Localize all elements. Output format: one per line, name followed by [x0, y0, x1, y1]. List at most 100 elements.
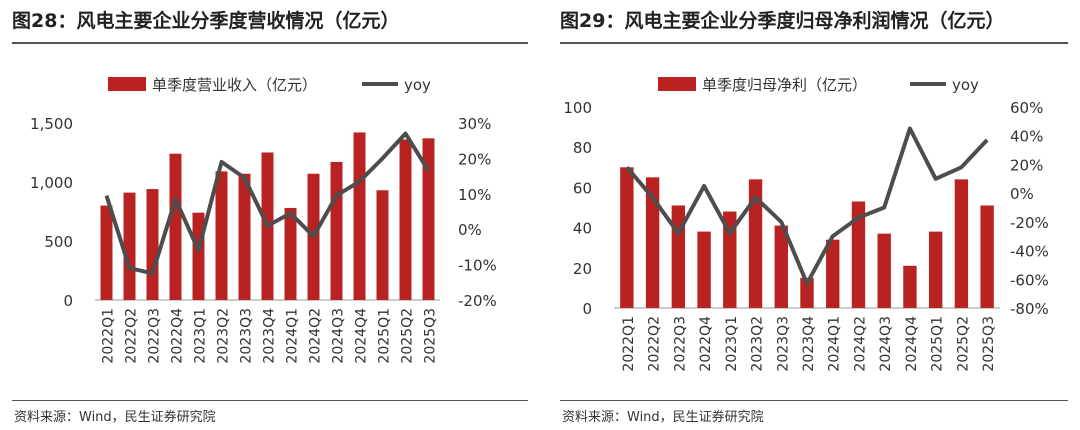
x-tick-label: 2024Q2 — [308, 308, 324, 364]
x-tick-label: 2022Q3 — [672, 316, 688, 372]
bar — [353, 132, 366, 300]
y2-tick-label: 60% — [1010, 99, 1043, 117]
title-divider — [12, 42, 528, 44]
x-tick-label: 2025Q2 — [955, 316, 971, 372]
y-tick-label: 80 — [573, 139, 592, 157]
revenue-chart: 单季度营业收入（亿元） yoy 0 500 1,000 1,500 -20% -10% 0% 10… — [30, 76, 497, 364]
bar — [903, 265, 917, 308]
legend-bar-label: 单季度营业收入（亿元） — [152, 76, 317, 94]
x-tick-label: 2023Q2 — [750, 316, 766, 372]
y-tick-label: 100 — [563, 99, 592, 117]
bar — [169, 153, 182, 300]
legend-bar-label: 单季度归母净利（亿元） — [702, 76, 867, 94]
bar — [774, 225, 788, 308]
source-note: 资料来源：Wind，民生证券研究院 — [562, 410, 764, 425]
net-profit-chart-panel: 图29：风电主要企业分季度归母净利润情况（亿元） 单季度归母净利（亿元） yoy 0… — [548, 0, 1080, 430]
x-tick-label: 2023Q3 — [775, 316, 791, 372]
x-tick-label: 2025Q3 — [981, 316, 997, 372]
x-tick-label: 2025Q1 — [930, 316, 946, 372]
y-tick-label: 1,500 — [30, 115, 73, 133]
y-tick-label: 1,000 — [30, 174, 73, 192]
x-tick-label: 2024Q1 — [285, 308, 301, 364]
x-tick-label: 2022Q2 — [647, 316, 663, 372]
revenue-chart-panel: 图28：风电主要企业分季度营收情况（亿元） 单季度营业收入（亿元） yoy 0 500… — [12, 10, 528, 425]
y2-tick-label: -40% — [1010, 243, 1049, 261]
bar — [422, 138, 435, 300]
bar — [284, 207, 297, 300]
bar — [877, 233, 891, 308]
x-tick-label: 2024Q1 — [827, 316, 843, 372]
x-tick-label: 2022Q4 — [698, 316, 714, 372]
x-tick-label: 2022Q1 — [101, 308, 117, 364]
source-divider — [12, 400, 528, 401]
y2-tick-label: 10% — [458, 186, 491, 204]
title-divider — [560, 42, 1068, 44]
bar — [399, 139, 412, 300]
bar — [620, 167, 634, 308]
x-tick-label: 2022Q3 — [147, 308, 163, 364]
bar — [928, 231, 943, 308]
y2-tick-label: 20% — [1010, 156, 1043, 174]
y2-tick-label: 30% — [458, 115, 491, 133]
bar — [192, 212, 205, 300]
y2-tick-label: 0% — [458, 221, 482, 239]
y-tick-label: 500 — [44, 233, 73, 251]
y2-tick-label: -20% — [1010, 214, 1049, 232]
x-tick-label: 2025Q1 — [377, 308, 393, 364]
legend-bar-swatch — [658, 77, 696, 91]
x-tick-label: 2022Q2 — [124, 308, 140, 364]
bar — [723, 211, 737, 308]
x-tick-label: 2024Q4 — [354, 308, 370, 364]
x-tick-label: 2024Q3 — [878, 316, 894, 372]
y-tick-label: 0 — [63, 292, 73, 310]
x-tick-label: 2022Q1 — [621, 316, 637, 372]
bar — [330, 161, 343, 300]
bar — [851, 201, 866, 308]
chart-title: 图28：风电主要企业分季度营收情况（亿元） — [12, 10, 400, 32]
bar — [123, 192, 136, 300]
bar — [697, 231, 711, 308]
x-tick-label: 2024Q2 — [852, 316, 868, 372]
bar — [146, 189, 159, 300]
x-tick-label: 2025Q2 — [400, 308, 416, 364]
y2-tick-label: 0% — [1010, 185, 1034, 203]
x-tick-label: 2023Q3 — [239, 308, 255, 364]
net-profit-chart: 单季度归母净利（亿元） yoy 0 20 40 60 80 100 -80% -60% -40% -2… — [563, 76, 1049, 372]
bar — [826, 239, 840, 308]
x-tick-label: 2024Q3 — [331, 308, 347, 364]
yoy-line — [625, 126, 989, 286]
x-tick-label: 2023Q1 — [193, 308, 209, 364]
x-tick-label: 2023Q4 — [262, 308, 278, 364]
y2-tick-label: -10% — [458, 257, 497, 275]
bar — [748, 179, 763, 308]
legend-line-label: yoy — [404, 76, 431, 94]
y2-tick-label: -60% — [1010, 271, 1049, 289]
bar — [980, 205, 994, 308]
bar — [376, 190, 389, 300]
y2-tick-label: -20% — [458, 292, 497, 310]
bar — [645, 177, 660, 308]
source-divider — [560, 400, 1068, 401]
bar — [100, 205, 113, 300]
y-tick-label: 20 — [573, 260, 592, 278]
x-tick-label: 2025Q3 — [423, 308, 439, 364]
x-tick-label: 2023Q1 — [724, 316, 740, 372]
bar — [215, 171, 228, 300]
x-tick-label: 2022Q4 — [170, 308, 186, 364]
y2-tick-label: 20% — [458, 150, 491, 168]
source-note: 资料来源：Wind，民生证券研究院 — [14, 410, 216, 425]
bar — [954, 179, 969, 308]
chart-title: 图29：风电主要企业分季度归母净利润情况（亿元） — [560, 10, 1005, 32]
legend-bar-swatch — [108, 77, 146, 91]
y-tick-label: 0 — [582, 300, 592, 318]
bar — [800, 277, 814, 308]
x-tick-label: 2024Q4 — [904, 316, 920, 372]
y-tick-label: 40 — [573, 220, 592, 238]
bar — [238, 173, 251, 300]
y-tick-label: 60 — [573, 179, 592, 197]
y2-tick-label: 40% — [1010, 128, 1043, 146]
legend-line-label: yoy — [952, 76, 979, 94]
x-tick-label: 2023Q2 — [216, 308, 232, 364]
yoy-line — [104, 131, 431, 276]
x-tick-label: 2023Q4 — [801, 316, 817, 372]
